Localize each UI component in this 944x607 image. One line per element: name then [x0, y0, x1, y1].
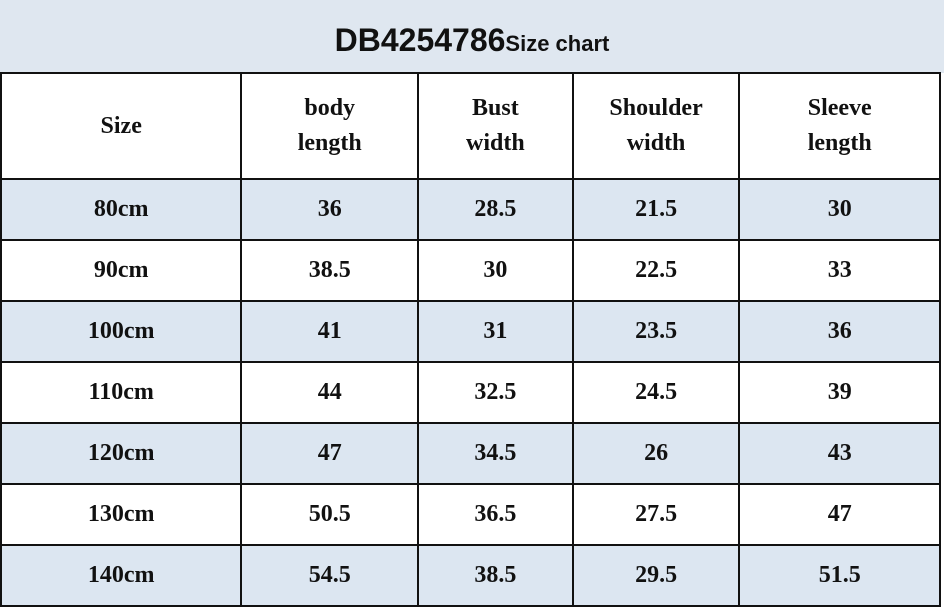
size-cell: 140cm: [0, 544, 243, 607]
measurement-cell: 24.5: [571, 361, 741, 424]
page-title: DB4254786Size chart: [0, 22, 944, 59]
measurement-cell: 36: [240, 178, 420, 241]
measurement-cell: 31: [417, 300, 574, 363]
column-header: Bust width: [417, 72, 574, 180]
column-header-line: Bust: [472, 95, 519, 121]
column-header-line: body: [304, 95, 356, 121]
measurement-cell: 34.5: [417, 422, 574, 485]
measurement-cell: 30: [738, 178, 941, 241]
product-code: DB4254786: [334, 22, 506, 58]
measurement-cell: 39: [738, 361, 941, 424]
size-cell: 90cm: [0, 239, 243, 302]
column-header-line: width: [626, 130, 686, 156]
measurement-cell: 32.5: [417, 361, 574, 424]
measurement-cell: 43: [738, 422, 941, 485]
measurement-cell: 36: [738, 300, 941, 363]
column-header: body length: [240, 72, 420, 180]
measurement-cell: 51.5: [738, 544, 941, 607]
measurement-cell: 33: [738, 239, 941, 302]
column-header-line: Size: [100, 112, 142, 139]
measurement-cell: 47: [738, 483, 941, 546]
measurement-cell: 23.5: [571, 300, 741, 363]
size-cell: 100cm: [0, 300, 243, 363]
table-row: 80cm 36 28.5 21.5 30: [0, 178, 941, 241]
measurement-cell: 28.5: [417, 178, 574, 241]
size-cell: 80cm: [0, 178, 243, 241]
table-row: 90cm 38.5 30 22.5 33: [0, 239, 941, 302]
column-header-line: length: [807, 130, 872, 156]
column-header: Size: [0, 72, 243, 180]
title-band: DB4254786Size chart: [0, 0, 944, 73]
table-row: 130cm 50.5 36.5 27.5 47: [0, 483, 941, 546]
measurement-cell: 50.5: [240, 483, 420, 546]
measurement-cell: 29.5: [571, 544, 741, 607]
size-cell: 120cm: [0, 422, 243, 485]
measurement-cell: 54.5: [240, 544, 420, 607]
column-header-line: width: [466, 130, 525, 156]
measurement-cell: 22.5: [571, 239, 741, 302]
column-header: Shoulder width: [571, 72, 741, 180]
measurement-cell: 27.5: [571, 483, 741, 546]
column-header-line: Sleeve: [807, 95, 872, 121]
table-row: 120cm 47 34.5 26 43: [0, 422, 941, 485]
measurement-cell: 30: [417, 239, 574, 302]
size-cell: 110cm: [0, 361, 243, 424]
measurement-cell: 38.5: [417, 544, 574, 607]
column-header-line: length: [297, 130, 362, 156]
measurement-cell: 41: [240, 300, 420, 363]
table-row: 100cm 41 31 23.5 36: [0, 300, 941, 363]
measurement-cell: 26: [571, 422, 741, 485]
measurement-cell: 21.5: [571, 178, 741, 241]
header-row: Size body length Bust width Shoulder width Slee…: [0, 72, 941, 180]
size-chart-table: Size body length Bust width Shoulder width Slee…: [0, 72, 941, 607]
measurement-cell: 38.5: [240, 239, 420, 302]
table-row: 140cm 54.5 38.5 29.5 51.5: [0, 544, 941, 607]
column-header-line: Shoulder: [609, 95, 703, 121]
measurement-cell: 36.5: [417, 483, 574, 546]
title-subtitle: Size chart: [505, 31, 610, 56]
table-row: 110cm 44 32.5 24.5 39: [0, 361, 941, 424]
column-header: Sleeve length: [738, 72, 941, 180]
size-cell: 130cm: [0, 483, 243, 546]
measurement-cell: 47: [240, 422, 420, 485]
measurement-cell: 44: [240, 361, 420, 424]
